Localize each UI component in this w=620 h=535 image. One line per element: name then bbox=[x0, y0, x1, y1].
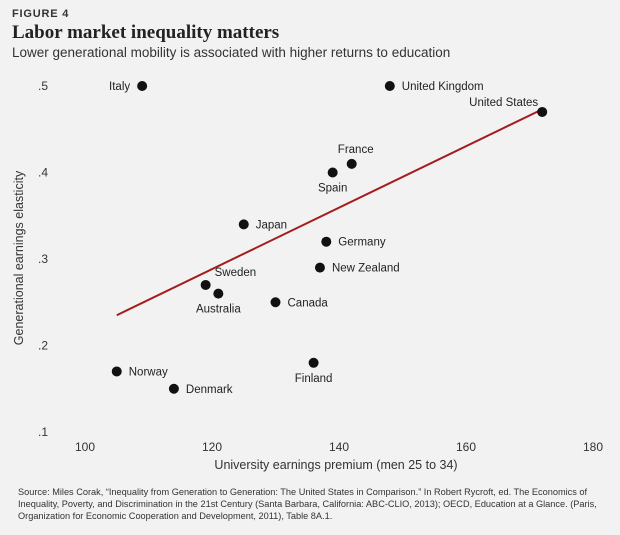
data-point bbox=[327, 167, 338, 178]
x-tick-label: 180 bbox=[583, 440, 603, 454]
point-label: Sweden bbox=[215, 267, 257, 279]
data-point bbox=[346, 158, 357, 169]
point-label: Spain bbox=[318, 183, 347, 195]
trend-line bbox=[116, 108, 543, 317]
point-label: Japan bbox=[256, 219, 287, 231]
data-point bbox=[537, 106, 548, 117]
data-point bbox=[321, 236, 332, 247]
data-point bbox=[168, 383, 179, 394]
x-axis-ticks: 100 120 140 160 180 bbox=[75, 440, 603, 454]
y-tick-label: .4 bbox=[38, 166, 48, 180]
data-point bbox=[238, 219, 249, 230]
figure-label: FIGURE 4 bbox=[12, 8, 70, 20]
data-point bbox=[270, 297, 281, 308]
data-point bbox=[384, 81, 395, 91]
data-point bbox=[111, 366, 122, 377]
scatter-chart: .1 .2 .3 .4 .5 100 120 140 160 180 Generational … bbox=[12, 79, 603, 472]
y-tick-label: .3 bbox=[38, 252, 48, 266]
point-label: Norway bbox=[129, 366, 168, 378]
x-tick-label: 160 bbox=[456, 440, 476, 454]
point-label: Australia bbox=[196, 304, 241, 316]
data-point bbox=[314, 262, 325, 273]
point-label: Italy bbox=[109, 81, 130, 93]
data-point bbox=[137, 81, 148, 91]
y-axis-ticks: .1 .2 .3 .4 .5 bbox=[38, 79, 48, 439]
chart-subtitle: Lower generational mobility is associate… bbox=[12, 45, 451, 60]
point-label: United States bbox=[469, 97, 538, 109]
x-axis-title: University earnings premium (men 25 to 3… bbox=[214, 458, 457, 472]
source-note: Source: Miles Corak, “Inequality from Ge… bbox=[18, 487, 597, 521]
y-tick-label: .1 bbox=[38, 425, 48, 439]
y-tick-label: .5 bbox=[38, 79, 48, 93]
data-point bbox=[200, 279, 211, 290]
point-label: Canada bbox=[288, 297, 329, 309]
data-point bbox=[308, 357, 319, 368]
y-tick-label: .2 bbox=[38, 339, 48, 353]
data-point bbox=[213, 288, 224, 299]
point-label: United Kingdom bbox=[402, 81, 484, 93]
x-tick-label: 100 bbox=[75, 440, 95, 454]
x-tick-label: 120 bbox=[202, 440, 222, 454]
y-axis-title: Generational earnings elasticity bbox=[12, 170, 26, 345]
point-label: Finland bbox=[295, 373, 333, 385]
point-label: Germany bbox=[338, 237, 386, 249]
point-label: France bbox=[338, 144, 374, 156]
point-label: New Zealand bbox=[332, 263, 400, 275]
point-label: Denmark bbox=[186, 384, 233, 396]
x-tick-label: 140 bbox=[329, 440, 349, 454]
chart-title: Labor market inequality matters bbox=[12, 22, 280, 43]
data-points: Italy United Kingdom United States France Sp… bbox=[109, 81, 548, 396]
